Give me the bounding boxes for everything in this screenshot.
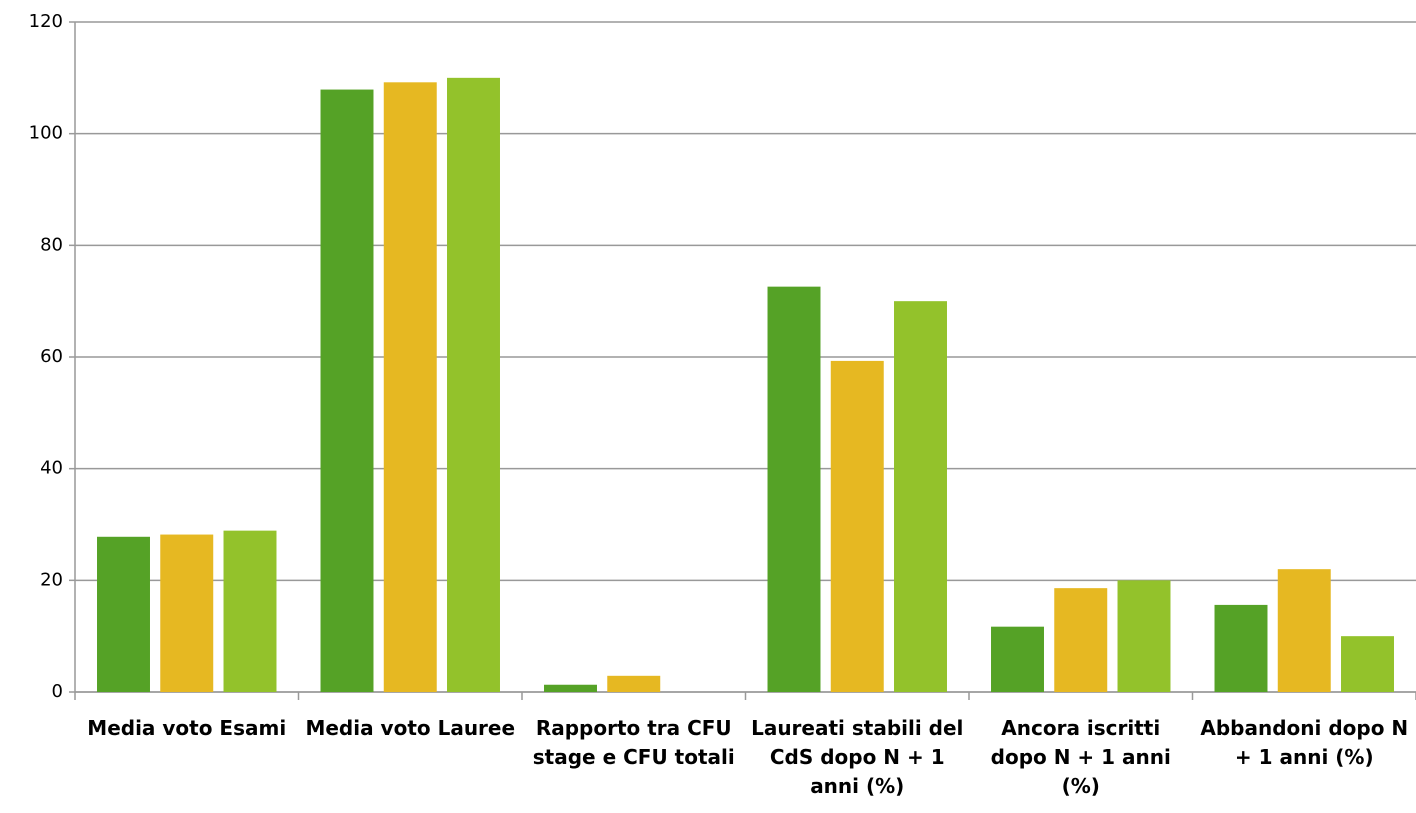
x-tick-label: Media voto Lauree [305,716,516,740]
bar [1341,636,1394,692]
bar [97,536,150,692]
x-tick-label: Laureati stabili del CdS dopo N + 1 anni… [751,716,964,798]
y-tick-label: 80 [40,234,63,255]
bar [383,82,437,693]
bar [830,360,884,692]
bar [320,89,374,692]
bar [447,77,500,693]
bar [1277,569,1331,692]
bar [1054,588,1108,692]
x-tick-label: Abbandoni dopo N + 1 anni (%) [1200,716,1409,769]
y-tick-label: 40 [40,458,63,479]
bar [894,301,947,692]
bar [223,530,277,692]
bar [607,675,661,692]
y-tick-label: 0 [52,681,63,702]
bar [1214,604,1268,692]
x-tick-label: Rapporto tra CFU stage e CFU totali [532,716,735,769]
bar [544,684,597,692]
bar [160,534,214,692]
bar [991,626,1044,692]
y-tick-label: 120 [29,11,63,32]
y-tick-label: 60 [40,346,63,367]
x-tick-label: Ancora iscritti dopo N + 1 anni (%) [990,716,1171,798]
y-tick-label: 20 [40,569,63,590]
x-tick-label: Media voto Esami [87,716,287,740]
bar [1117,580,1171,692]
bar [767,286,821,692]
y-tick-label: 100 [29,123,63,144]
